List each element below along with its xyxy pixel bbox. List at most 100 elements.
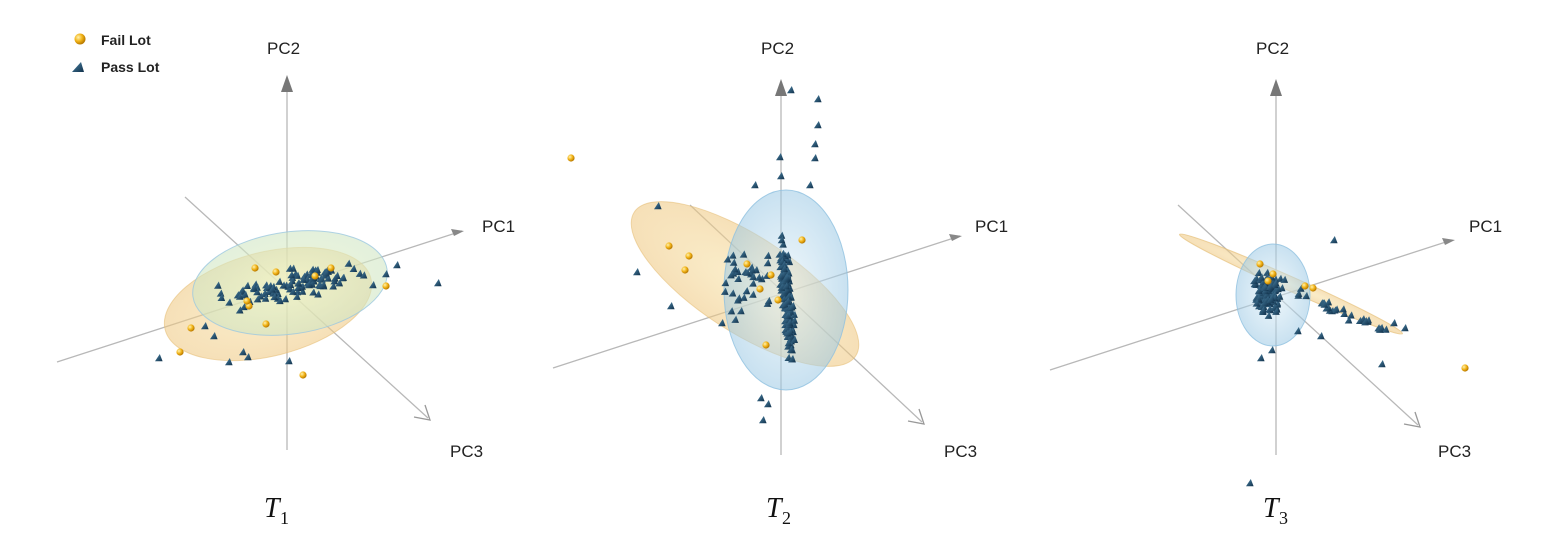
pass-lot-point (1266, 282, 1274, 291)
pass-lot-point (729, 258, 738, 266)
pass-lot-point (318, 275, 326, 283)
pass-lot-point (1258, 306, 1267, 314)
pass-lot-point (1257, 354, 1265, 362)
pass-lot-point (299, 275, 307, 283)
pass-lot-point (1344, 316, 1353, 324)
pass-lot-point (1296, 284, 1305, 292)
fail-lot-point (299, 371, 307, 379)
pass-lot-point (785, 318, 794, 326)
t3-pc1-label: PC1 (1469, 217, 1502, 236)
pass-lot-point (777, 231, 786, 239)
pass-lot-point (294, 279, 302, 287)
pass-lot-point (275, 296, 284, 305)
pass-lot-point (1375, 325, 1384, 333)
fail-lot-point (665, 242, 673, 250)
pass-lot-point (748, 266, 756, 274)
pass-lot-point (308, 265, 317, 273)
t3-points (1246, 236, 1469, 487)
pass-lot-point (1401, 324, 1409, 332)
pass-lot-point (1250, 276, 1258, 285)
pass-lot-point (780, 295, 788, 303)
pass-lot-point (777, 172, 785, 180)
pass-lot-point (313, 265, 321, 274)
pass-lot-point (730, 265, 739, 273)
fail-lot-point (243, 297, 251, 305)
pass-lot-point (298, 287, 307, 295)
pass-lot-point (777, 236, 786, 244)
pass-lot-point (727, 271, 735, 279)
fail-lot-point (762, 341, 770, 349)
pass-lot-point (1274, 284, 1282, 293)
pass-lot-point (811, 154, 819, 162)
pass-lot-point (1339, 305, 1347, 313)
fail-lot-point (681, 266, 689, 274)
pass-lot-point (1268, 346, 1276, 354)
pass-lot-point (1270, 280, 1279, 289)
pass-lot-point (633, 268, 641, 276)
pass-lot-point (790, 316, 798, 324)
pass-lot-point (720, 287, 729, 295)
pass-lot-point (253, 288, 261, 296)
t2-panel-title: T (766, 493, 784, 524)
pass-lot-point (434, 279, 442, 287)
t2-pc3-arrowhead (907, 408, 925, 425)
t2-pc2-label: PC2 (761, 39, 794, 58)
fail-lot-point (1264, 277, 1272, 285)
fail-lot-point (1269, 270, 1277, 278)
pass-lot-point (784, 339, 793, 347)
pass-lot-point (217, 293, 226, 302)
t3-panel-title: T (1263, 493, 1281, 524)
fail-lot-point (798, 236, 806, 244)
pass-lot-point (243, 281, 251, 289)
pass-lot-point (759, 416, 767, 424)
pass-lot-point (1246, 479, 1254, 487)
pass-lot-point (654, 202, 662, 210)
pass-lot-point (256, 292, 265, 300)
pass-lot-point (237, 287, 245, 295)
pass-lot-point (1254, 286, 1263, 294)
t1-panel-title: T (264, 493, 282, 524)
panel-t3: PC2 PC1 PC3 T 3 (1049, 39, 1502, 528)
pass-lot-point (235, 306, 244, 314)
pass-lot-point (728, 251, 737, 259)
fail-lot-point (1309, 284, 1317, 292)
pass-lot-point (737, 307, 745, 315)
pass-lot-point (783, 311, 791, 320)
pass-lot-point (739, 293, 748, 301)
pass-lot-point (780, 264, 788, 273)
fail-lot-point (382, 282, 390, 290)
pass-lot-point (288, 287, 297, 295)
pass-lot-point (811, 140, 819, 148)
pass-lot-point (279, 281, 287, 289)
pass-lot-point (288, 277, 296, 285)
t3-pc2-arrowhead (1270, 79, 1282, 96)
pass-lot-point (784, 292, 793, 300)
pass-lot-point (787, 332, 795, 340)
pass-lot-point (225, 358, 233, 366)
t1-pc1-label: PC1 (482, 217, 515, 236)
pass-lot-point (382, 270, 390, 278)
pass-lot-point (210, 332, 218, 340)
pass-lot-point (1280, 275, 1289, 283)
pass-lot-point (1257, 273, 1265, 281)
pass-lot-point (235, 292, 244, 300)
pass-lot-point (286, 280, 295, 289)
fail-lot-point (756, 285, 764, 293)
t1-pc2-label: PC2 (267, 39, 300, 58)
pass-lot-point (718, 319, 726, 327)
pass-lot-point (324, 274, 332, 282)
fail-lot-point (1256, 260, 1264, 268)
panel-t1: PC2 PC1 PC3 T 1 (56, 39, 515, 528)
pass-lot-point (201, 322, 209, 330)
pass-lot-point (1294, 289, 1303, 297)
pass-lot-point (1294, 327, 1302, 335)
t3-pc3-label: PC3 (1438, 442, 1471, 461)
pass-lot-point (1270, 303, 1278, 311)
pass-lot-point (1317, 332, 1325, 340)
pass-lot-point (1381, 325, 1390, 333)
pass-lot-point (806, 181, 814, 189)
pass-lot-point (293, 283, 302, 292)
pass-lot-point (355, 269, 364, 277)
fail-lot-point (685, 252, 693, 260)
